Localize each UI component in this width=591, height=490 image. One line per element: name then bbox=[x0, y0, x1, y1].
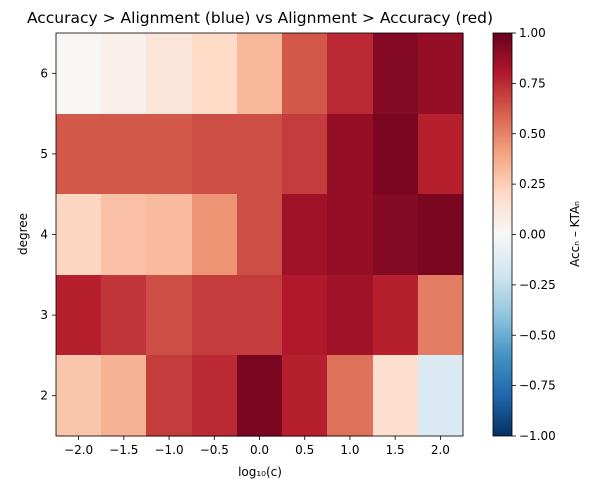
heatmap-cell bbox=[146, 275, 193, 356]
x-axis-label: log₁₀(c) bbox=[238, 465, 282, 479]
heatmap-cell bbox=[418, 275, 464, 356]
colorbar-tick-label: 0.50 bbox=[519, 127, 546, 141]
heatmap-cell bbox=[146, 355, 193, 437]
heatmap-cell bbox=[373, 275, 419, 356]
heatmap-cell bbox=[327, 194, 374, 276]
heatmap-cell bbox=[146, 114, 193, 195]
x-tick-label: −1.5 bbox=[109, 443, 138, 457]
y-tick-label: 4 bbox=[40, 228, 48, 242]
heatmap-cell bbox=[418, 33, 464, 115]
heatmap-cell bbox=[101, 275, 147, 356]
colorbar-tick-label: 0.25 bbox=[519, 177, 546, 191]
x-tick-label: 1.0 bbox=[340, 443, 359, 457]
x-tick-label: 0.0 bbox=[250, 443, 269, 457]
x-axis: −2.0 −1.5 −1.0 −0.5 0.0 0.5 1.0 1.5 2.0 bbox=[64, 436, 450, 457]
heatmap-cell bbox=[282, 275, 328, 356]
x-tick-label: 2.0 bbox=[431, 443, 450, 457]
heatmap-cell bbox=[327, 33, 374, 115]
heatmap-cells bbox=[56, 33, 464, 437]
colorbar-tick-label: 1.00 bbox=[519, 26, 546, 40]
y-axis: 2 3 4 5 6 bbox=[40, 66, 56, 402]
heatmap-cell bbox=[101, 355, 147, 437]
heatmap-cell bbox=[101, 33, 147, 115]
colorbar-axis: −1.00 −0.75 −0.50 −0.25 0.00 0.25 0.50 0.75 1.00 bbox=[512, 26, 556, 443]
heatmap-cell bbox=[373, 33, 419, 115]
heatmap-cell bbox=[237, 355, 283, 437]
heatmap-cell bbox=[237, 33, 283, 115]
y-tick-label: 5 bbox=[40, 147, 48, 161]
heatmap-cell bbox=[56, 194, 102, 276]
heatmap-cell bbox=[237, 275, 283, 356]
heatmap-cell bbox=[56, 33, 102, 115]
heatmap-cell bbox=[56, 275, 102, 356]
heatmap-cell bbox=[237, 194, 283, 276]
y-tick-label: 6 bbox=[40, 66, 48, 80]
x-tick-label: −0.5 bbox=[200, 443, 229, 457]
heatmap-cell bbox=[146, 194, 193, 276]
colorbar-tick-label: 0.75 bbox=[519, 76, 546, 90]
heatmap-cell bbox=[327, 114, 374, 195]
heatmap-cell bbox=[373, 194, 419, 276]
colorbar-tick-label: −1.00 bbox=[519, 429, 556, 443]
heatmap-cell bbox=[237, 114, 283, 195]
heatmap-cell bbox=[192, 33, 238, 115]
heatmap-cell bbox=[101, 114, 147, 195]
heatmap-cell bbox=[192, 194, 238, 276]
chart-title: Accuracy > Alignment (blue) vs Alignment… bbox=[27, 9, 493, 27]
y-tick-label: 3 bbox=[40, 308, 48, 322]
x-tick-label: −2.0 bbox=[64, 443, 93, 457]
heatmap-cell bbox=[327, 275, 374, 356]
heatmap-cell bbox=[373, 114, 419, 195]
heatmap-cell bbox=[373, 355, 419, 437]
heatmap-cell bbox=[282, 33, 328, 115]
colorbar bbox=[493, 33, 512, 436]
heatmap-cell bbox=[418, 114, 464, 195]
heatmap-cell bbox=[282, 355, 328, 437]
heatmap-cell bbox=[418, 355, 464, 437]
heatmap-cell bbox=[327, 355, 374, 437]
y-tick-label: 2 bbox=[40, 389, 48, 403]
heatmap-cell bbox=[146, 33, 193, 115]
heatmap-cell bbox=[282, 114, 328, 195]
heatmap-cell bbox=[56, 355, 102, 437]
heatmap-cell bbox=[192, 275, 238, 356]
x-tick-label: 1.5 bbox=[386, 443, 405, 457]
heatmap-cell bbox=[101, 194, 147, 276]
colorbar-label: Accₙ – KTAₙ bbox=[568, 201, 582, 267]
heatmap-cell bbox=[192, 114, 238, 195]
colorbar-tick-label: −0.50 bbox=[519, 328, 556, 342]
heatmap-cell bbox=[418, 194, 464, 276]
colorbar-tick-label: −0.75 bbox=[519, 379, 556, 393]
colorbar-tick-label: 0.00 bbox=[519, 228, 546, 242]
heatmap-cell bbox=[56, 114, 102, 195]
y-axis-label: degree bbox=[16, 213, 30, 255]
heatmap-cell bbox=[192, 355, 238, 437]
heatmap-cell bbox=[282, 194, 328, 276]
x-tick-label: 0.5 bbox=[295, 443, 314, 457]
x-tick-label: −1.0 bbox=[154, 443, 183, 457]
colorbar-tick-label: −0.25 bbox=[519, 278, 556, 292]
